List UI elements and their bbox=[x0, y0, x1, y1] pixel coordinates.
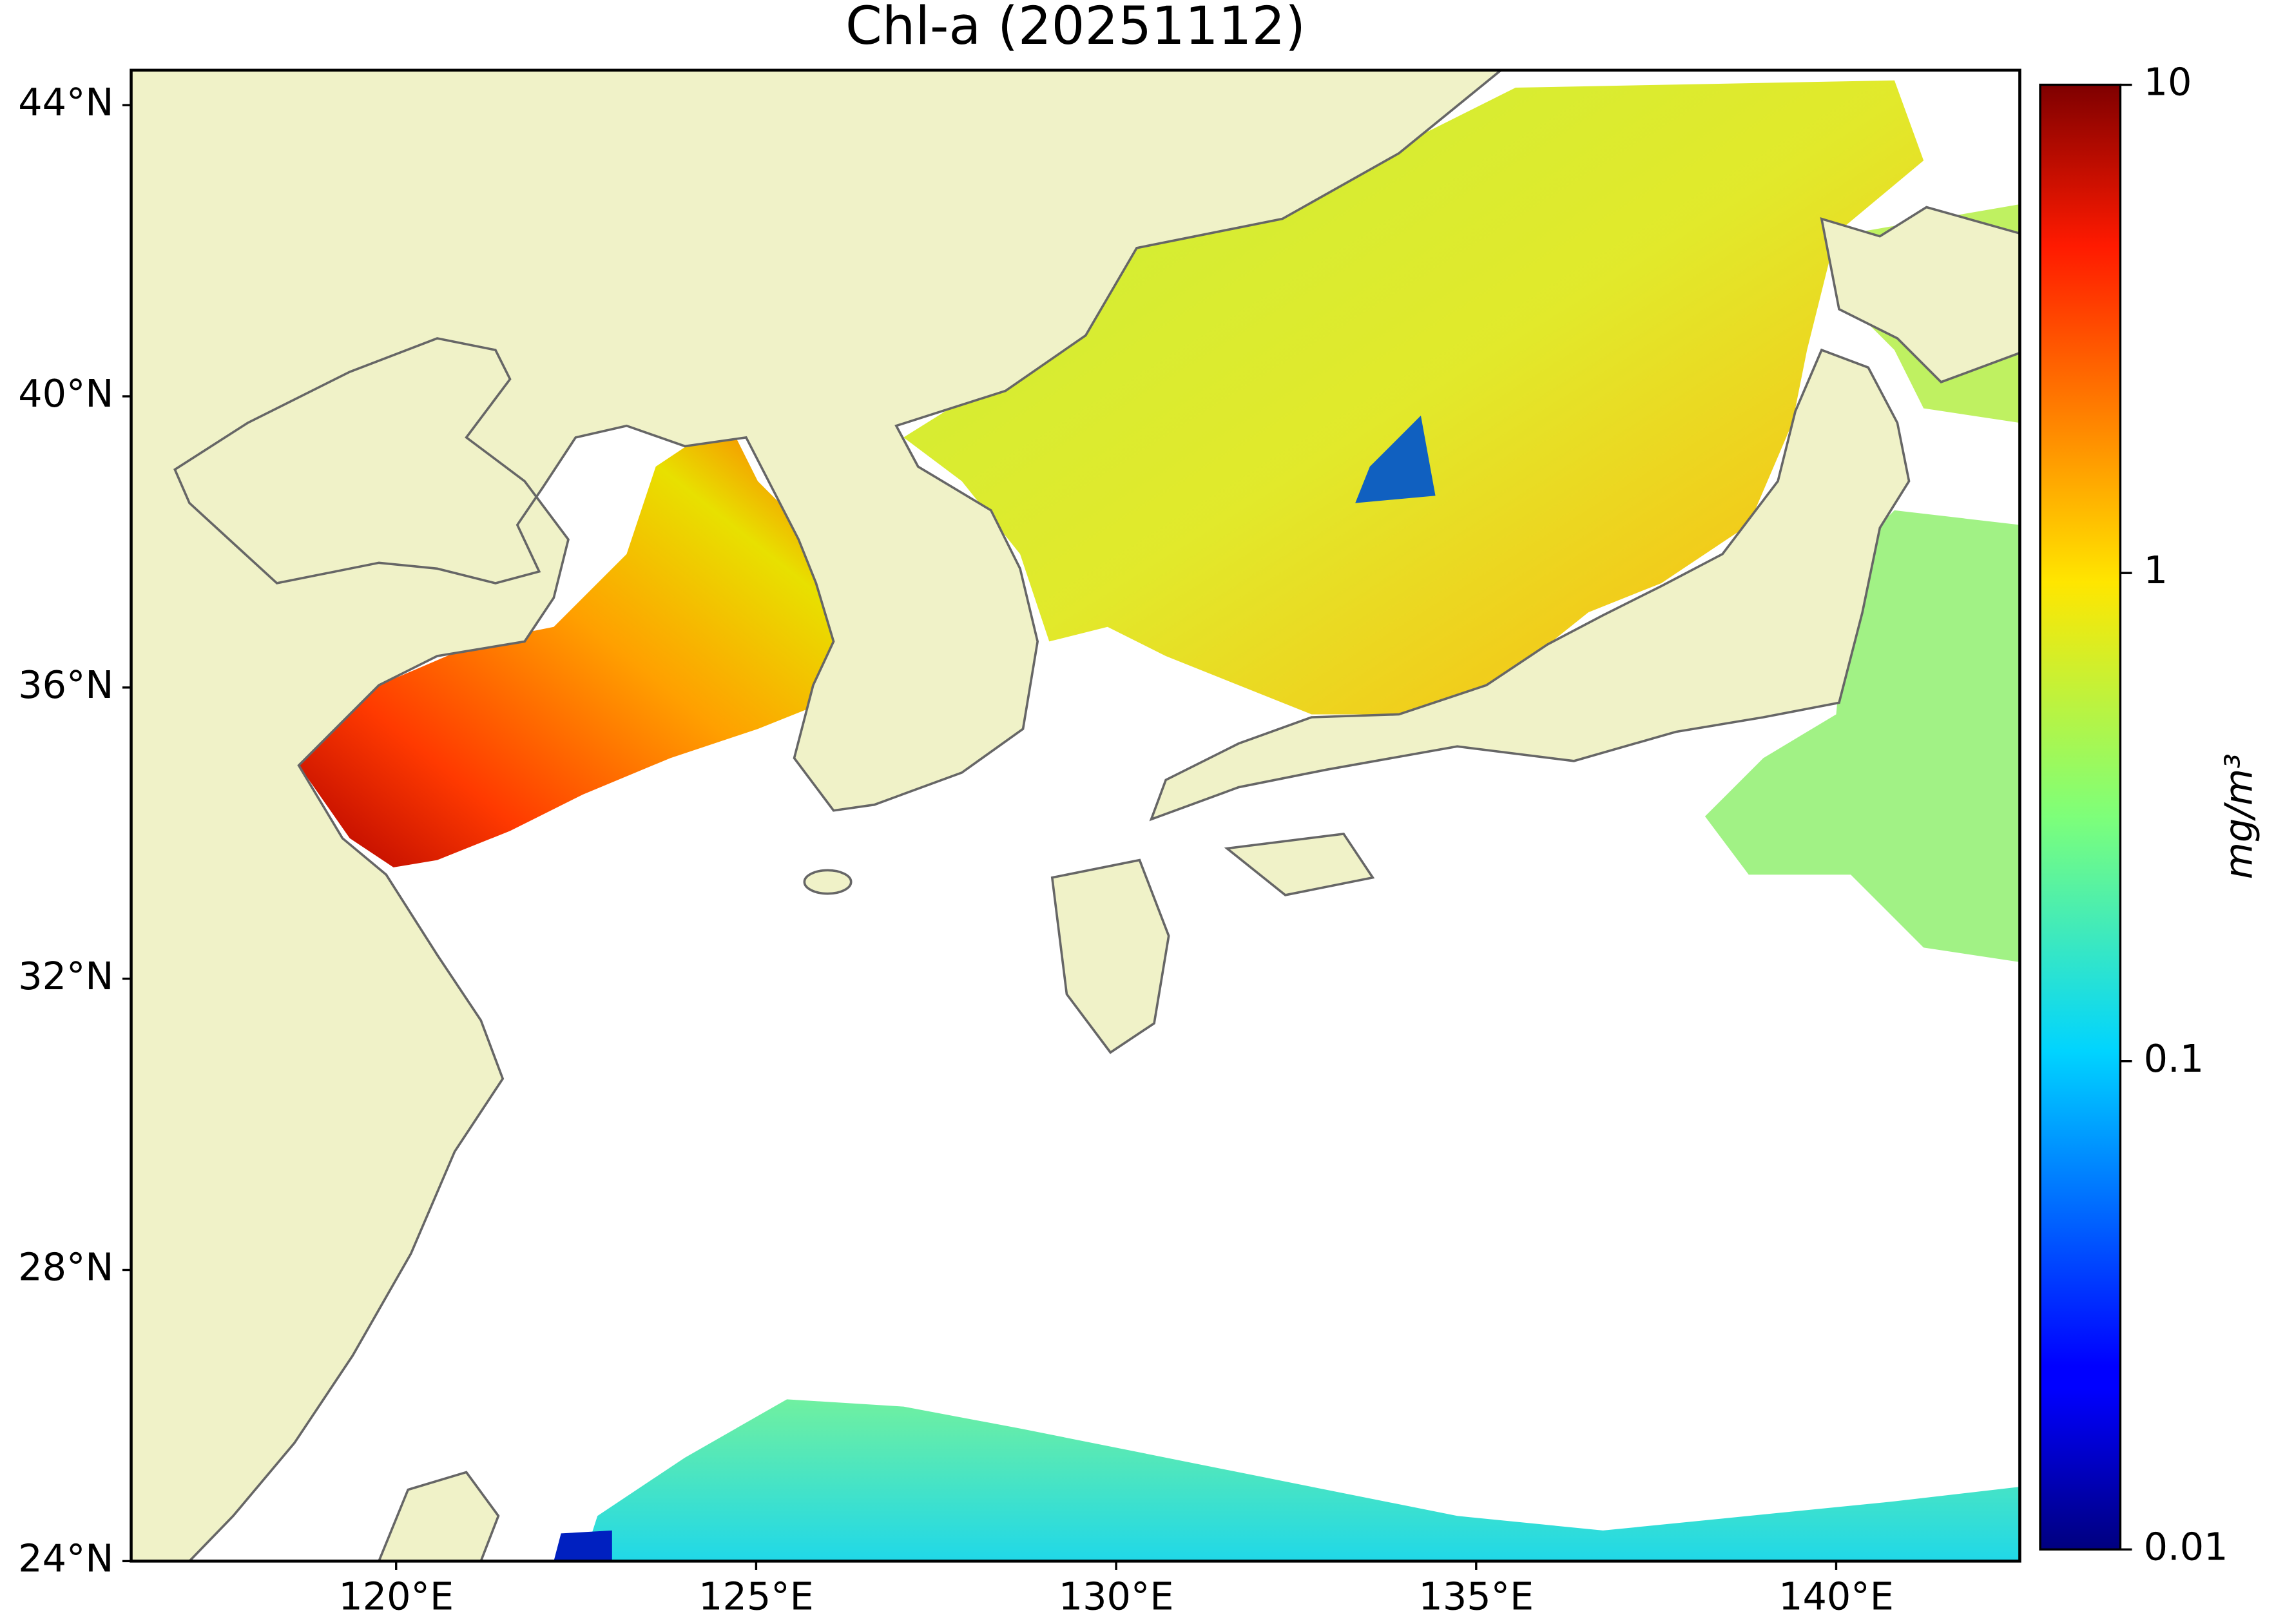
x-tick-label: 135°E bbox=[1418, 1574, 1534, 1618]
y-tick-label: 36°N bbox=[18, 662, 113, 707]
map-frame bbox=[130, 68, 2021, 1563]
south-data bbox=[583, 1399, 2020, 1561]
y-tick-label: 40°N bbox=[18, 371, 113, 416]
x-tick-label: 140°E bbox=[1779, 1574, 1894, 1618]
x-tick-label: 125°E bbox=[699, 1574, 814, 1618]
x-tick-label: 130°E bbox=[1059, 1574, 1174, 1618]
colorbar-tick-label: 10 bbox=[2144, 60, 2192, 104]
x-tick-label: 120°E bbox=[338, 1574, 454, 1618]
y-tick-label: 32°N bbox=[18, 954, 113, 998]
colorbar-label: mg/m³ bbox=[2216, 753, 2261, 879]
colorbar-tick-label: 1 bbox=[2144, 548, 2168, 592]
land-hokkaido bbox=[1820, 206, 2020, 383]
pacific-data bbox=[1704, 510, 2020, 962]
land-honshu bbox=[1149, 348, 1911, 822]
map-area bbox=[131, 70, 2020, 1561]
land-mainland bbox=[131, 70, 1503, 1561]
y-tick-label: 24°N bbox=[18, 1536, 113, 1581]
chart-title: Chl-a (20251112) bbox=[845, 0, 1306, 57]
land-shikoku bbox=[1224, 832, 1375, 896]
colorbar bbox=[2039, 83, 2122, 1551]
low-chl-south bbox=[554, 1530, 612, 1561]
y-tick-label: 44°N bbox=[18, 80, 113, 124]
colorbar-tick-label: 0.1 bbox=[2144, 1036, 2204, 1081]
land-kyushu bbox=[1050, 858, 1170, 1054]
colorbar-tick-label: 0.01 bbox=[2144, 1524, 2228, 1569]
land-taiwan bbox=[378, 1471, 500, 1561]
yellow-sea-data bbox=[298, 437, 838, 867]
low-chl-patch bbox=[1355, 415, 1436, 503]
land-jeju bbox=[803, 869, 853, 895]
y-tick-label: 28°N bbox=[18, 1245, 113, 1290]
